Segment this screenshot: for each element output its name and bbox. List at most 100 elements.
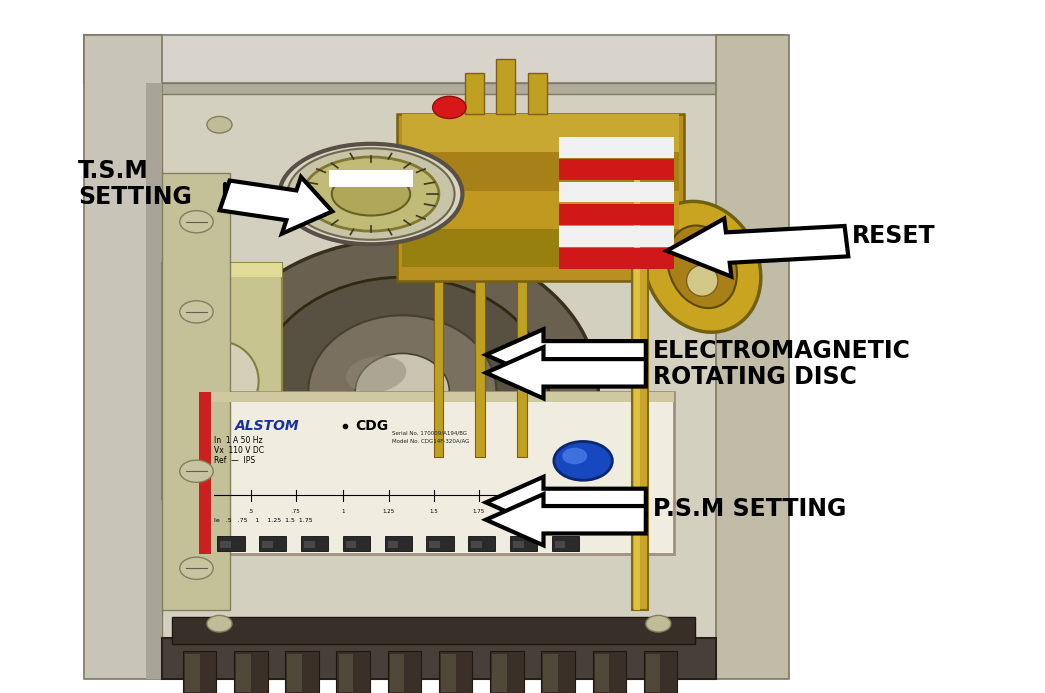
Bar [559, 137, 674, 158]
Bar [304, 541, 315, 548]
Polygon shape [486, 494, 646, 545]
Text: Model No. CDG14F-320A/AG: Model No. CDG14F-320A/AG [392, 439, 469, 444]
Bar [434, 281, 443, 457]
Bar [259, 536, 286, 551]
Ellipse shape [644, 202, 761, 332]
Bar [595, 654, 609, 692]
Bar [513, 541, 524, 548]
Ellipse shape [279, 144, 462, 245]
Bar [559, 159, 674, 180]
Polygon shape [162, 638, 716, 679]
Bar [492, 654, 507, 692]
Polygon shape [397, 114, 684, 281]
Bar [199, 392, 674, 554]
Polygon shape [162, 173, 230, 610]
Bar [385, 536, 412, 551]
Text: 1.25: 1.25 [382, 509, 395, 514]
Bar [402, 191, 679, 229]
Bar [329, 170, 413, 187]
Bar [490, 651, 524, 693]
Polygon shape [667, 218, 849, 277]
Bar [402, 152, 679, 191]
Text: Ie   .5   .75    1    1.25  1.5  1.75: Ie .5 .75 1 1.25 1.5 1.75 [214, 518, 312, 523]
Bar [285, 651, 319, 693]
Circle shape [180, 211, 213, 233]
Text: .5: .5 [248, 509, 254, 514]
Ellipse shape [308, 315, 496, 468]
Bar [262, 541, 273, 548]
Circle shape [180, 301, 213, 323]
Circle shape [646, 615, 671, 632]
Ellipse shape [668, 225, 737, 308]
Circle shape [646, 116, 671, 133]
Circle shape [433, 96, 466, 119]
Text: 1.75: 1.75 [472, 509, 485, 514]
Bar [220, 541, 231, 548]
Polygon shape [162, 263, 282, 499]
Bar [426, 536, 454, 551]
Bar [199, 392, 674, 402]
Polygon shape [486, 347, 646, 398]
Bar [552, 536, 579, 551]
Ellipse shape [206, 239, 598, 544]
Bar [339, 654, 353, 692]
Bar [543, 654, 558, 692]
Bar [510, 536, 537, 551]
Text: T.S.M
SETTING: T.S.M SETTING [78, 159, 192, 209]
Bar [402, 229, 679, 267]
Bar [199, 392, 211, 554]
Bar [441, 654, 456, 692]
Bar [172, 617, 695, 644]
Circle shape [207, 116, 232, 133]
Bar [559, 182, 674, 202]
Bar [496, 59, 515, 114]
Polygon shape [84, 35, 162, 679]
Bar [343, 536, 370, 551]
Bar [429, 541, 440, 548]
Bar [528, 73, 547, 114]
Text: In  1 A 50 Hz: In 1 A 50 Hz [214, 436, 263, 444]
Polygon shape [486, 477, 646, 528]
Text: ALSTOM: ALSTOM [235, 419, 300, 433]
Bar [234, 651, 268, 693]
Bar [632, 159, 648, 610]
Bar [346, 541, 356, 548]
Bar [475, 281, 485, 457]
Circle shape [554, 441, 612, 480]
Circle shape [180, 460, 213, 482]
Bar [336, 651, 370, 693]
Text: .75: .75 [292, 509, 300, 514]
Ellipse shape [287, 148, 455, 240]
Text: P.S.M SETTING: P.S.M SETTING [653, 498, 846, 521]
Text: RESET: RESET [852, 224, 935, 247]
Ellipse shape [180, 341, 259, 421]
Ellipse shape [331, 173, 410, 216]
Bar [517, 281, 527, 457]
Bar [465, 73, 484, 114]
Circle shape [207, 615, 232, 632]
Bar [388, 651, 421, 693]
Ellipse shape [303, 157, 439, 231]
Bar [646, 654, 660, 692]
Bar [559, 204, 674, 225]
Bar [390, 654, 404, 692]
Bar [185, 654, 200, 692]
Text: Vx  110 V DC: Vx 110 V DC [214, 446, 264, 455]
Bar [402, 114, 679, 152]
Bar [439, 651, 472, 693]
Polygon shape [84, 35, 784, 83]
Text: Ref  —  IPS: Ref — IPS [214, 457, 255, 465]
Bar [183, 651, 216, 693]
Bar [644, 651, 677, 693]
Bar [559, 248, 674, 269]
Text: 1: 1 [341, 509, 345, 514]
Bar [559, 226, 674, 247]
Text: CDG: CDG [355, 419, 389, 433]
Bar [471, 541, 482, 548]
Bar [236, 654, 251, 692]
Ellipse shape [256, 277, 549, 506]
Text: Serial No. 170009/A194/BG: Serial No. 170009/A194/BG [392, 430, 467, 436]
Bar [593, 651, 626, 693]
Ellipse shape [346, 356, 407, 392]
Bar [388, 541, 398, 548]
